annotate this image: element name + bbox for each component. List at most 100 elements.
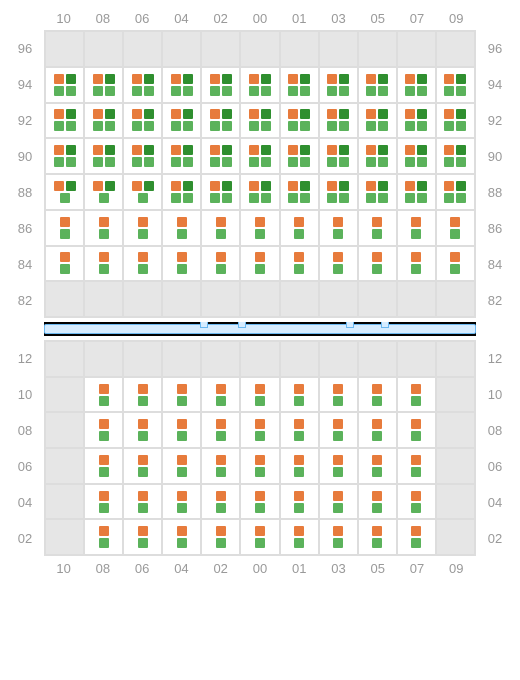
cell [123,448,162,484]
seat-marker [60,193,70,203]
seat-marker [411,229,421,239]
seat-marker [255,229,265,239]
seat-marker [288,157,298,167]
col-label: 01 [280,11,319,26]
seat-marker [183,74,193,84]
cell [45,341,84,377]
cell [436,281,475,317]
seat-marker [93,86,103,96]
cell [397,31,436,67]
cell [358,377,397,413]
seat-marker [138,491,148,501]
seat-marker [171,121,181,131]
seat-marker [249,109,259,119]
seat-marker [405,145,415,155]
divider-notch [238,322,246,328]
row-label: 12 [6,340,44,376]
seat-marker [411,252,421,262]
seat-marker [294,467,304,477]
seat-marker [456,121,466,131]
seat-marker [372,491,382,501]
seat-marker [99,217,109,227]
cell [45,210,84,246]
cell [162,138,201,174]
seat-marker [216,384,226,394]
cell [201,210,240,246]
cell [358,412,397,448]
seat-marker [366,109,376,119]
seat-marker [105,86,115,96]
seat-marker [138,217,148,227]
cell [319,246,358,282]
col-axis-top: 1008060402000103050709 [6,6,514,30]
cell [45,377,84,413]
seat-marker [177,503,187,513]
cell [162,412,201,448]
cell [280,174,319,210]
seat-marker [411,217,421,227]
seat-marker [339,193,349,203]
seat-marker [411,396,421,406]
row-label: 10 [6,376,44,412]
cell [45,174,84,210]
seat-marker [300,86,310,96]
seat-marker [411,526,421,536]
col-label: 06 [123,561,162,576]
cell [201,519,240,555]
cell [45,103,84,139]
col-label: 09 [437,561,476,576]
cell [397,448,436,484]
seat-marker [327,109,337,119]
top-grid [44,30,476,318]
cell [358,138,397,174]
seat-marker [294,526,304,536]
seat-marker [450,217,460,227]
seat-marker [249,74,259,84]
cell [280,210,319,246]
seat-marker [93,109,103,119]
seat-marker [411,264,421,274]
cell [201,412,240,448]
seat-marker [327,157,337,167]
seat-marker [300,157,310,167]
cell [358,341,397,377]
cell [436,174,475,210]
seat-marker [411,467,421,477]
seat-marker [339,109,349,119]
seat-marker [300,193,310,203]
seat-marker [456,86,466,96]
cell [280,138,319,174]
cell [436,519,475,555]
cell [123,210,162,246]
seat-marker [183,109,193,119]
seat-marker [210,121,220,131]
cell [436,484,475,520]
seat-marker [216,455,226,465]
seat-marker [327,181,337,191]
cell [397,412,436,448]
row-label: 06 [6,448,44,484]
cell [240,281,279,317]
seat-marker [177,431,187,441]
seat-marker [210,86,220,96]
seat-marker [372,229,382,239]
cell [84,174,123,210]
seat-marker [294,252,304,262]
seat-marker [456,193,466,203]
cell [84,103,123,139]
cell [436,246,475,282]
cell [358,174,397,210]
seat-marker [138,467,148,477]
seat-marker [255,538,265,548]
seat-marker [255,384,265,394]
seat-marker [222,109,232,119]
seat-marker [210,74,220,84]
cell [123,519,162,555]
cell [240,484,279,520]
seat-marker [288,109,298,119]
seat-marker [411,491,421,501]
seat-marker [138,538,148,548]
seat-marker [366,121,376,131]
row-label: 12 [476,340,514,376]
seat-marker [144,109,154,119]
